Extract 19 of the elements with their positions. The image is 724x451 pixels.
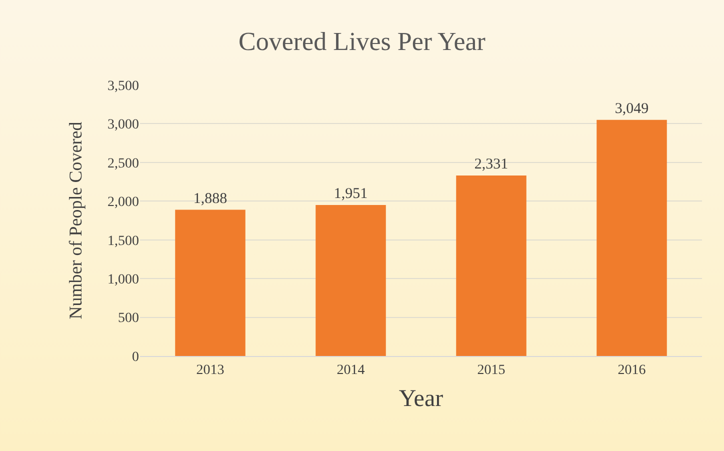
y-tick-label: 3,000	[108, 118, 139, 133]
data-label: 3,049	[614, 100, 649, 117]
data-label: 1,888	[193, 190, 228, 207]
chart-title: Covered Lives Per Year	[238, 26, 486, 56]
y-tick-label: 1,000	[108, 272, 139, 288]
x-tick-label: 2013	[196, 362, 224, 378]
y-tick-label: 0	[132, 350, 139, 365]
y-axis-title: Number of People Covered	[66, 122, 86, 320]
x-axis-title: Year	[398, 386, 444, 412]
y-tick-label: 3,500	[108, 78, 139, 94]
x-tick-label: 2014	[336, 362, 365, 378]
y-tick-label: 1,500	[108, 234, 139, 249]
y-tick-label: 2,500	[108, 156, 139, 172]
x-tick-label: 2016	[618, 362, 646, 378]
x-tick-label: 2015	[477, 362, 506, 378]
data-label: 2,331	[474, 156, 508, 173]
data-label: 1,951	[334, 186, 368, 202]
y-tick-label: 2,000	[108, 195, 139, 210]
y-tick-label: 500	[118, 311, 139, 326]
